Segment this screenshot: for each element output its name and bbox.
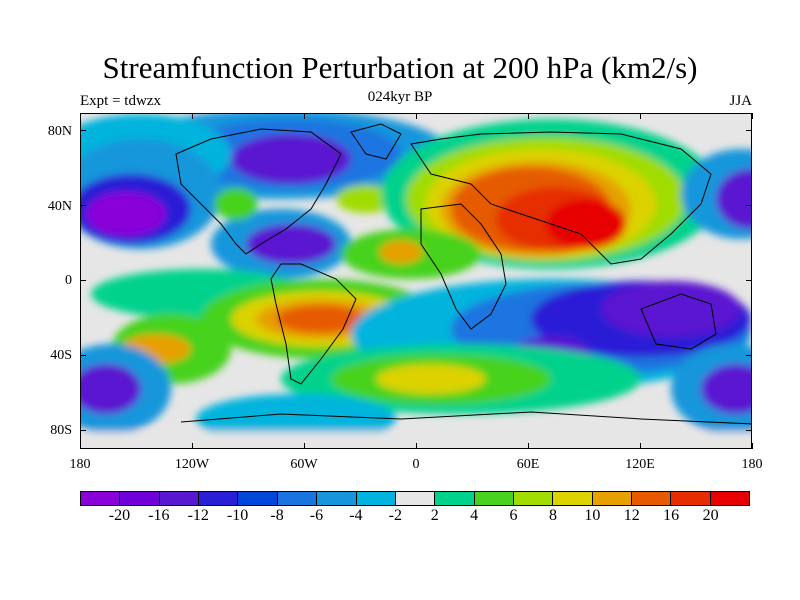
axis-tick	[639, 443, 641, 449]
colorbar-swatch	[710, 492, 750, 505]
colorbar-swatch	[120, 492, 160, 505]
colorbar-label: -6	[309, 507, 324, 524]
colorbar-label: 12	[623, 507, 640, 524]
axis-tick	[80, 355, 86, 356]
axis-tick	[80, 205, 86, 206]
axis-tick	[527, 113, 529, 119]
colorbar-label: 4	[470, 507, 479, 524]
lat-label-40s: 40S	[50, 348, 72, 363]
colorbar	[80, 491, 750, 506]
colorbar-swatch	[356, 492, 396, 505]
lon-label-180w: 180	[69, 457, 91, 472]
lat-label-0: 0	[65, 273, 72, 288]
colorbar-label: -20	[108, 507, 131, 524]
axis-tick	[79, 113, 81, 119]
colorbar-swatch	[277, 492, 318, 505]
colorbar-label: -4	[349, 507, 363, 524]
colorbar-swatch	[553, 492, 593, 505]
colorbar-swatch	[159, 492, 200, 505]
colorbar-label: -12	[187, 507, 209, 524]
colorbar-label: 16	[663, 507, 680, 524]
axis-tick	[80, 430, 86, 431]
colorbar-swatch	[317, 492, 357, 505]
colorbar-label: -8	[270, 507, 284, 524]
axis-tick	[80, 130, 86, 131]
axis-tick	[527, 443, 529, 449]
colorbar-label: 6	[509, 507, 518, 524]
colorbar-label: -10	[226, 507, 249, 524]
season-label: JJA	[729, 93, 752, 109]
axis-tick	[79, 443, 81, 449]
axis-tick	[303, 113, 305, 119]
plot-title: Streamfunction Perturbation at 200 hPa (…	[102, 50, 698, 85]
axis-tick	[746, 205, 752, 206]
colorbar-swatch	[592, 492, 633, 505]
axis-tick	[746, 355, 752, 356]
experiment-label: Expt = tdwzx	[80, 93, 161, 109]
colorbar-swatch	[435, 492, 475, 505]
axis-tick	[746, 430, 752, 431]
axis-tick	[191, 443, 193, 449]
colorbar-label: 10	[584, 507, 601, 524]
axis-tick	[191, 113, 193, 119]
axis-tick	[746, 130, 752, 131]
colorbar-swatch	[238, 492, 278, 505]
axis-tick	[415, 113, 417, 119]
lon-label-60w: 60W	[290, 457, 318, 472]
axis-tick	[415, 443, 417, 449]
lon-label-120e: 120E	[625, 457, 655, 472]
colorbar-swatch	[671, 492, 711, 505]
colorbar-swatch	[632, 492, 672, 505]
axis-tick	[639, 113, 641, 119]
lon-label-180e: 180	[741, 457, 763, 472]
axis-tick	[303, 443, 305, 449]
colorbar-label: -16	[148, 507, 170, 524]
colorbar-label: 20	[702, 507, 719, 524]
axis-tick	[746, 280, 752, 281]
colorbar-label: -2	[388, 507, 402, 524]
axis-tick	[751, 113, 753, 119]
lat-label-80s: 80S	[50, 423, 72, 438]
lat-label-40n: 40N	[47, 199, 72, 214]
lon-label-120w: 120W	[174, 457, 210, 472]
axis-tick	[751, 443, 753, 449]
contour-field	[81, 114, 751, 448]
colorbar-label: 8	[548, 507, 557, 524]
streamfunction-map	[80, 113, 752, 449]
colorbar-swatch	[513, 492, 554, 505]
lat-label-80n: 80N	[47, 124, 72, 139]
lon-label-60e: 60E	[516, 457, 540, 472]
colorbar-label: 2	[430, 507, 439, 524]
axis-tick	[80, 280, 86, 281]
colorbar-swatch	[395, 492, 436, 505]
colorbar-swatch	[81, 492, 121, 505]
period-label: 024kyr BP	[367, 89, 433, 105]
colorbar-swatch	[474, 492, 514, 505]
lon-label-0: 0	[412, 457, 420, 472]
colorbar-swatch	[199, 492, 239, 505]
